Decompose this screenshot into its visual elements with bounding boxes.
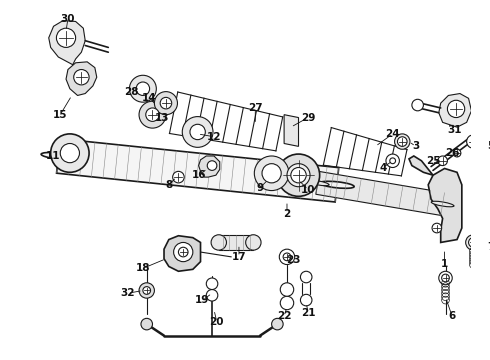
Circle shape (50, 134, 89, 172)
Text: 8: 8 (165, 180, 172, 190)
Text: 1: 1 (441, 258, 448, 269)
Circle shape (466, 235, 481, 250)
Circle shape (146, 108, 159, 121)
Text: 12: 12 (207, 132, 221, 142)
Bar (219, 235, 253, 250)
Text: 19: 19 (195, 295, 210, 305)
Circle shape (143, 287, 150, 294)
Text: 2: 2 (283, 209, 291, 219)
Text: 3: 3 (412, 141, 419, 151)
Circle shape (178, 247, 188, 257)
Circle shape (139, 101, 166, 128)
Polygon shape (198, 156, 220, 177)
Circle shape (211, 235, 226, 250)
Polygon shape (409, 156, 433, 175)
Circle shape (139, 283, 154, 298)
Circle shape (129, 75, 156, 102)
Circle shape (154, 91, 177, 115)
Circle shape (283, 253, 291, 261)
Text: 20: 20 (210, 317, 224, 327)
Circle shape (277, 154, 319, 196)
Text: 26: 26 (445, 148, 460, 158)
Circle shape (254, 156, 289, 190)
Ellipse shape (431, 201, 454, 207)
Circle shape (432, 223, 441, 233)
Circle shape (160, 97, 172, 109)
Text: 25: 25 (426, 156, 440, 166)
Text: 16: 16 (192, 170, 207, 180)
Circle shape (206, 289, 218, 301)
Text: 18: 18 (136, 264, 150, 273)
Circle shape (468, 238, 478, 247)
Circle shape (56, 28, 75, 48)
Circle shape (245, 235, 261, 250)
Circle shape (279, 249, 294, 265)
Text: 11: 11 (46, 151, 61, 161)
Polygon shape (66, 62, 97, 95)
Text: 13: 13 (155, 113, 170, 122)
Polygon shape (316, 171, 444, 215)
Polygon shape (439, 94, 471, 127)
Text: 24: 24 (385, 129, 400, 139)
Circle shape (453, 149, 461, 157)
Circle shape (190, 124, 205, 140)
Circle shape (287, 164, 310, 187)
Text: 31: 31 (447, 125, 462, 135)
Polygon shape (164, 236, 200, 271)
Circle shape (397, 137, 407, 147)
Text: 7: 7 (487, 242, 490, 252)
Text: 23: 23 (287, 255, 301, 265)
Circle shape (280, 296, 294, 310)
Circle shape (438, 156, 447, 166)
Polygon shape (56, 139, 339, 202)
Text: 9: 9 (257, 183, 264, 193)
Circle shape (439, 271, 452, 285)
Text: 10: 10 (301, 185, 316, 195)
Circle shape (300, 271, 312, 283)
Text: 4: 4 (379, 162, 387, 172)
Circle shape (390, 158, 395, 164)
Text: 6: 6 (449, 311, 456, 321)
Circle shape (206, 278, 218, 289)
Text: 14: 14 (142, 93, 157, 103)
Text: 17: 17 (232, 252, 246, 262)
Polygon shape (49, 21, 85, 65)
Ellipse shape (306, 180, 329, 186)
Circle shape (207, 161, 217, 170)
Text: 32: 32 (120, 288, 135, 298)
Circle shape (441, 274, 449, 282)
Circle shape (280, 283, 294, 296)
Ellipse shape (41, 153, 75, 159)
Circle shape (447, 100, 465, 118)
Circle shape (60, 144, 79, 163)
Ellipse shape (320, 181, 354, 188)
Text: 21: 21 (301, 307, 316, 318)
Circle shape (182, 117, 213, 147)
Circle shape (271, 318, 283, 330)
Circle shape (173, 242, 193, 262)
Text: 30: 30 (61, 14, 75, 24)
Text: 27: 27 (248, 103, 263, 113)
Polygon shape (428, 168, 462, 242)
Circle shape (300, 294, 312, 306)
Text: 29: 29 (301, 113, 315, 122)
Circle shape (412, 99, 423, 111)
Text: 22: 22 (277, 311, 292, 321)
Text: 28: 28 (124, 87, 139, 96)
Polygon shape (284, 115, 298, 147)
Text: 15: 15 (53, 110, 68, 120)
Circle shape (394, 134, 410, 149)
Circle shape (466, 135, 480, 148)
Text: 5: 5 (487, 141, 490, 151)
Circle shape (291, 167, 306, 183)
Circle shape (74, 69, 89, 85)
Circle shape (136, 82, 149, 95)
Circle shape (386, 154, 399, 167)
Circle shape (172, 171, 184, 183)
Circle shape (262, 164, 281, 183)
Circle shape (141, 318, 152, 330)
